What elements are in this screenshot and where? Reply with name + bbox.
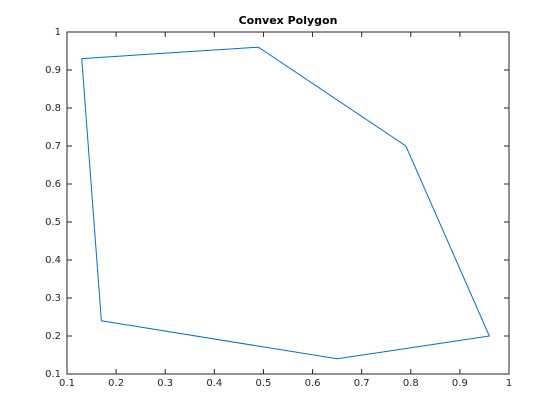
x-tick-label: 0.2 — [108, 378, 124, 389]
x-tick-label: 0.3 — [157, 378, 173, 389]
y-tick-label: 0.3 — [45, 293, 61, 304]
x-tick-label: 0.1 — [59, 378, 75, 389]
y-tick-label: 0.5 — [45, 217, 61, 228]
y-tick-label: 0.2 — [45, 331, 61, 342]
x-tick-label: 0.5 — [255, 378, 271, 389]
x-tick-label: 1 — [506, 378, 512, 389]
y-tick-label: 0.9 — [45, 65, 61, 76]
y-tick-label: 0.8 — [45, 103, 61, 114]
plot-box — [66, 31, 510, 375]
y-tick-label: 0.7 — [45, 141, 61, 152]
x-tick-label: 0.8 — [403, 378, 419, 389]
y-tick-label: 0.1 — [45, 369, 61, 380]
polygon-line — [81, 46, 491, 360]
x-tick-label: 0.9 — [452, 378, 468, 389]
x-tick-label: 0.7 — [354, 378, 370, 389]
y-tick-label: 0.6 — [45, 179, 61, 190]
x-tick-label: 0.6 — [305, 378, 321, 389]
chart-title: Convex Polygon — [239, 14, 338, 27]
x-tick-label: 0.4 — [206, 378, 222, 389]
y-tick-label: 1 — [55, 27, 61, 38]
y-tick-label: 0.4 — [45, 255, 61, 266]
